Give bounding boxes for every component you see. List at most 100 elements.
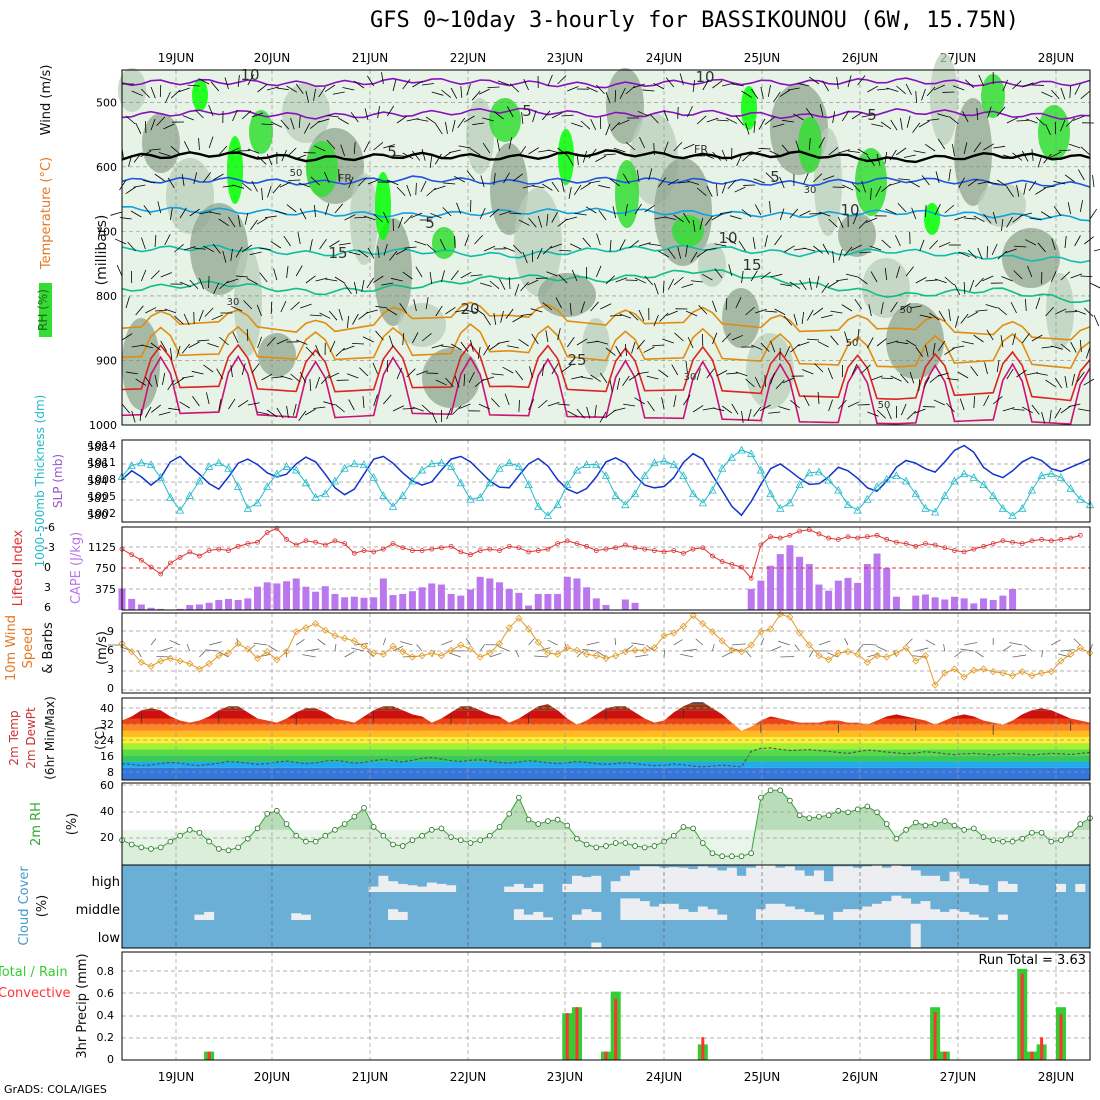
thickness-marker-34 — [446, 462, 456, 470]
wind-barb-44-4 — [546, 213, 549, 226]
contour-label-18: 50 — [846, 338, 859, 349]
wind-barb-68-5 — [784, 245, 795, 253]
cape-bar-75 — [844, 577, 852, 610]
cloud-high-76 — [852, 867, 863, 892]
wind-barb-96-2 — [1043, 153, 1052, 164]
wind-barb-92-3 — [1016, 184, 1020, 197]
wind-barb-18-9 — [299, 371, 307, 383]
wind-barb-61-9 — [716, 370, 728, 377]
rh2m-marker-52 — [622, 840, 629, 846]
date-label-bottom-4: 23JUN — [547, 1070, 584, 1084]
rh-legend-swatch — [39, 283, 52, 337]
wind-barb-5-4 — [170, 208, 173, 221]
date-label-top-4: 23JUN — [547, 51, 584, 65]
contour-label-16: 50 — [878, 400, 891, 411]
cape-bar-67 — [767, 565, 775, 610]
wind-barb-94-10 — [1031, 404, 1040, 415]
wind-barb-94-3 — [1028, 180, 1037, 192]
rh2m-marker-12 — [235, 844, 241, 851]
cloud-high-97 — [1055, 883, 1066, 892]
rh2m-marker-62 — [719, 853, 725, 860]
cloud-middle-83 — [920, 901, 931, 920]
rh2m-marker-85 — [941, 818, 948, 824]
wind-barb-64-4 — [729, 215, 742, 220]
lifted-marker-35 — [458, 549, 464, 555]
wind-barb-61-4 — [704, 215, 713, 226]
wind-barb-77-1 — [871, 123, 884, 127]
wind-barb-81-8 — [905, 339, 917, 347]
cape-bar-17 — [283, 581, 291, 610]
wind-barb-70-1 — [793, 113, 804, 121]
thickness-marker-22 — [330, 476, 340, 485]
wind-barb-92-8 — [1012, 333, 1016, 346]
wind-barb-1-1 — [135, 122, 142, 134]
thickness-marker-44 — [543, 511, 553, 520]
wind-barb-34-9 — [454, 375, 460, 388]
cloud-middle-47 — [571, 914, 582, 920]
lifted-tick-2: 0 — [44, 561, 51, 574]
lifted-marker-23 — [342, 541, 348, 546]
wind-barb-59-1 — [696, 115, 707, 125]
wind-barb-98-1 — [1065, 117, 1075, 127]
wind-barb-15-8 — [266, 336, 276, 347]
wind-barb-87-5 — [967, 249, 977, 259]
rh-green-2 — [306, 141, 338, 197]
wind-barb-27-5 — [383, 243, 388, 256]
wind10-marker-93 — [1018, 668, 1026, 676]
wind-barb-87-7 — [960, 313, 969, 324]
precip-conv-bar-93 — [1020, 973, 1024, 1060]
date-label-bottom-9: 28JUN — [1038, 1070, 1075, 1084]
wind-barb-98-8 — [1070, 341, 1077, 353]
wind-barb-56-10 — [661, 397, 665, 410]
wind10-marker-24 — [350, 637, 358, 645]
wind10-barb-87 — [964, 642, 978, 646]
wind-barb-2-0 — [141, 88, 150, 98]
rh2m-marker-60 — [699, 840, 706, 846]
wind-barb-36-7 — [474, 307, 485, 316]
wind-barb-31-0 — [422, 83, 435, 86]
wind10-marker-87 — [960, 673, 968, 681]
cloud-high-51 — [610, 881, 621, 892]
cloud-high-77 — [862, 866, 873, 892]
rh-shade-16 — [582, 318, 610, 378]
thickness-tick-1: 586 — [87, 458, 108, 471]
wind-barb-11-4 — [228, 216, 236, 228]
slp-axis-label: SLP (mb) — [51, 454, 65, 508]
rh2m-marker-38 — [487, 832, 493, 839]
thickness-marker-89 — [979, 480, 988, 489]
rh2m-tick-1: 40 — [100, 805, 114, 818]
cape-bar-76 — [854, 582, 862, 610]
wind-barb-8-8 — [188, 341, 200, 348]
wind-barb-54-9 — [636, 371, 649, 375]
rh2m-marker-11 — [225, 847, 232, 854]
wind-barb-70-10 — [790, 399, 800, 409]
wind10-barb-38 — [489, 652, 502, 658]
wind-barb-10-3 — [222, 185, 235, 188]
wind-barb-72-9 — [814, 363, 824, 373]
thickness-marker-6 — [175, 505, 185, 514]
wind-barb-66-0 — [760, 86, 764, 99]
wind-barb-54-1 — [637, 110, 649, 117]
wind-barb-81-9 — [909, 371, 915, 384]
wind10-marker-84 — [931, 681, 939, 689]
wind-barb-13-1 — [251, 112, 264, 118]
cape-bar-32 — [428, 583, 436, 610]
temp-panel-grid — [122, 698, 1090, 780]
wind-barb-56-2 — [663, 141, 669, 154]
cloud-layer-label-1: middle — [76, 903, 120, 918]
wind10-barb-54 — [631, 642, 645, 646]
wind10-marker-72 — [815, 652, 823, 660]
wind-barb-97-2 — [1050, 151, 1062, 158]
cloud-low-82 — [910, 923, 921, 948]
wind-barb-74-8 — [830, 335, 839, 346]
rh2m-marker-93 — [1019, 835, 1026, 842]
wind-barb-91-1 — [1006, 117, 1018, 124]
cloud-high-72 — [813, 870, 824, 892]
wind-barb-38-3 — [493, 173, 496, 186]
wind10-marker-69 — [786, 613, 794, 621]
thickness-marker-2 — [137, 458, 146, 467]
wind-barb-13-3 — [251, 180, 258, 192]
wind-barb-12-8 — [232, 332, 239, 344]
cloud-high-83 — [920, 875, 931, 892]
cloud-high-99 — [1075, 883, 1086, 892]
